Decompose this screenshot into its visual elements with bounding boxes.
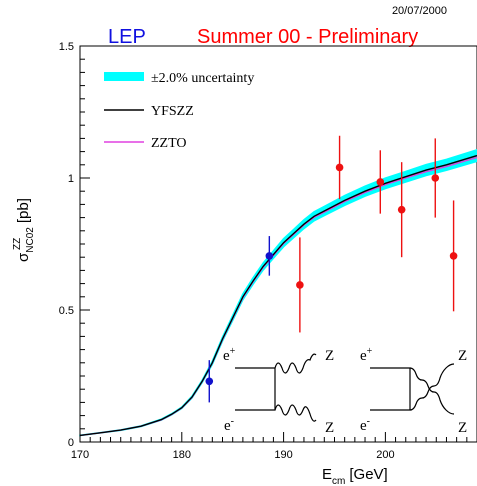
yfszz-curve: [79, 154, 477, 437]
uncertainty-band-layer: [79, 149, 477, 437]
y-tick-label: 0.5: [59, 305, 74, 317]
x-tick-label: 180: [173, 449, 191, 461]
chart-title: Summer 00 - Preliminary: [197, 26, 418, 48]
legend-yfszz-label: YFSZZ: [151, 104, 194, 119]
data-point: [296, 281, 304, 289]
data-point: [449, 252, 458, 260]
y-tick-label: 1.5: [59, 41, 74, 53]
label-right-bot-in: e-: [360, 416, 370, 434]
x-axis-unit: [GeV]: [349, 466, 387, 483]
data-point-layer: [205, 135, 458, 403]
x-tick-label: 190: [274, 449, 292, 461]
u-channel-boson-a: [409, 367, 455, 415]
x-tick-label: 170: [71, 449, 89, 461]
tick-layer: 170 180 190 200 0 0.5 1 1.5: [59, 41, 477, 461]
label-left-top-out: Z: [325, 348, 334, 364]
u-channel-diagram: [370, 363, 455, 415]
u-channel-fermion-line: [370, 367, 411, 411]
y-tick-label: 0: [68, 437, 74, 449]
label-right-top-in: e+: [360, 346, 373, 364]
y-axis-superscript: ZZ: [12, 238, 23, 250]
data-point: [265, 252, 274, 260]
header-lep: LEP: [108, 26, 146, 48]
t-channel-boson-top: [274, 353, 317, 374]
data-point: [431, 174, 440, 182]
y-axis-subscript: NC02: [25, 227, 36, 253]
curve-layer: [79, 154, 477, 437]
data-point: [376, 178, 385, 186]
uncertainty-band: [79, 149, 477, 437]
data-point: [335, 163, 344, 172]
label-right-bot-out: Z: [458, 420, 467, 436]
date-stamp: 20/07/2000: [392, 5, 447, 17]
u-channel-boson-b: [409, 363, 455, 411]
label-left-top-in: e+: [223, 346, 236, 364]
x-axis-label: Ecm [GeV]: [322, 466, 388, 486]
y-axis-symbol: σ: [15, 252, 32, 262]
zzto-curve: [79, 156, 477, 437]
x-axis-subscript: cm: [332, 476, 345, 486]
label-left-bot-out: Z: [325, 420, 334, 436]
t-channel-fermion-line: [235, 367, 276, 411]
y-axis-unit: [pb]: [15, 198, 32, 223]
data-point: [397, 205, 406, 214]
label-right-top-out: Z: [458, 348, 467, 364]
t-channel-diagram: [235, 353, 317, 422]
feynman-diagram-inset: e+ e- Z Z e+ e- Z Z: [223, 346, 467, 436]
legend-zzto-label: ZZTO: [151, 136, 187, 151]
y-tick-label: 1: [68, 173, 74, 185]
legend: ±2.0% uncertainty YFSZZ ZZTO: [104, 71, 254, 151]
y-axis-label: σNC02 [pb] ZZ: [12, 198, 36, 262]
label-left-bot-in: e-: [224, 416, 234, 434]
legend-band-label: ±2.0% uncertainty: [151, 71, 254, 86]
x-tick-label: 200: [376, 449, 394, 461]
data-point: [205, 377, 214, 386]
legend-band-swatch: [104, 72, 144, 81]
svg-text:σNC02[pb]: σNC02 [pb]: [15, 198, 36, 262]
x-axis-symbol: E: [322, 466, 332, 483]
t-channel-boson-bottom: [274, 404, 317, 422]
